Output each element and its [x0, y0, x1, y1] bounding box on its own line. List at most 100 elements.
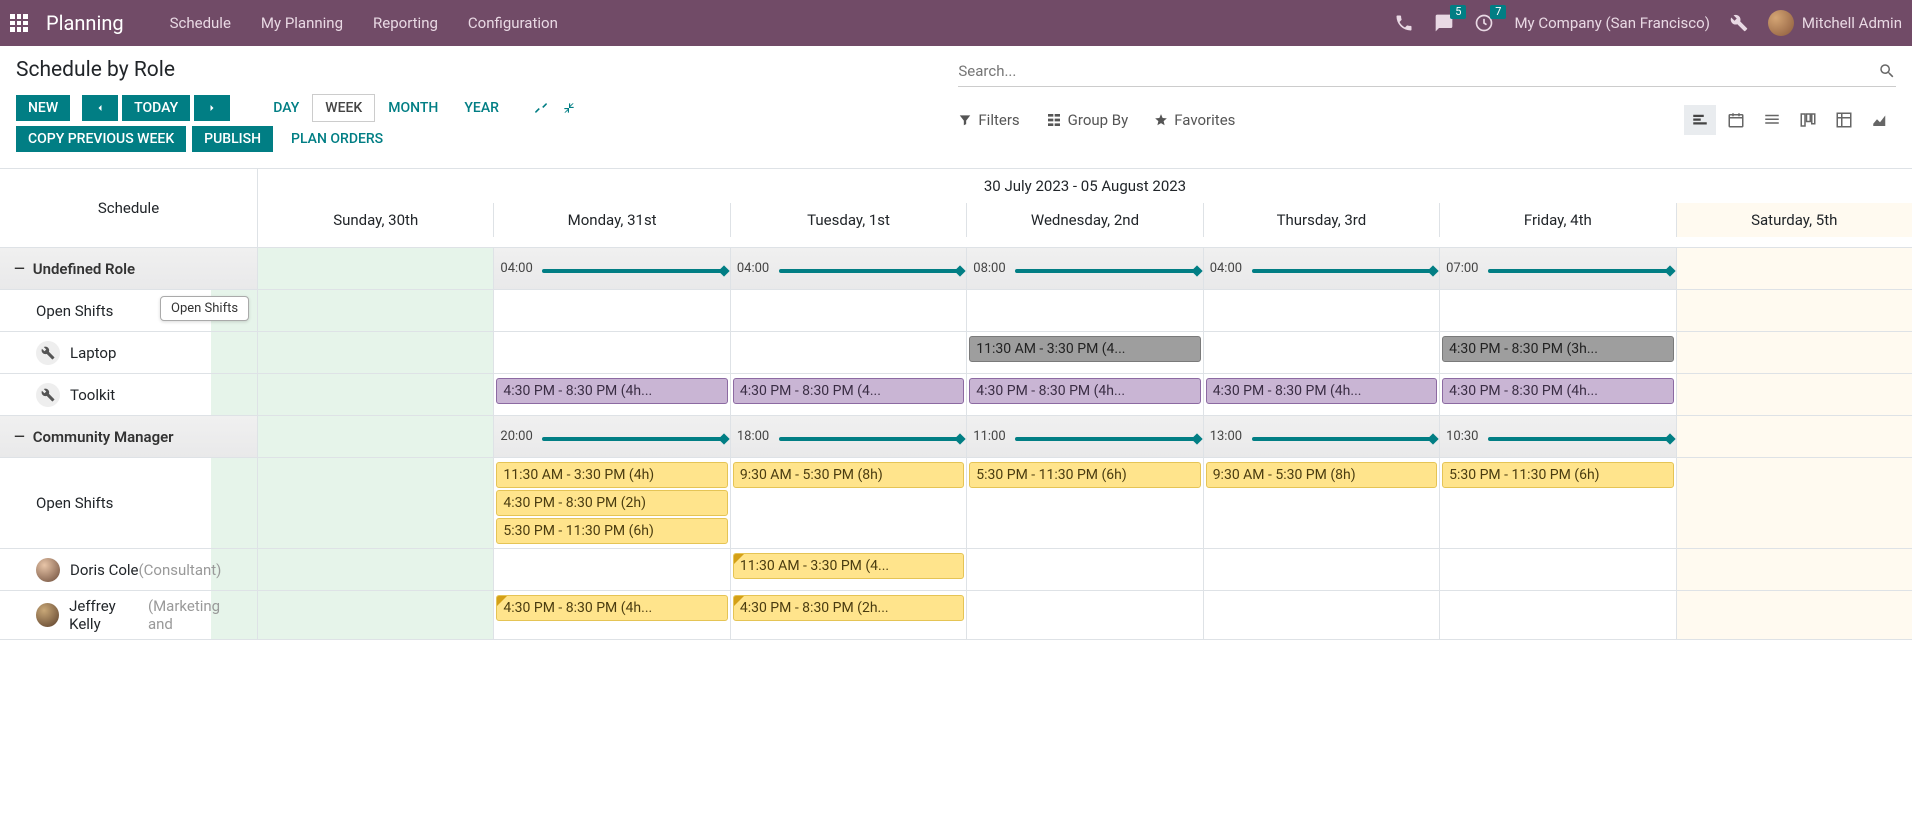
resource-label-cell[interactable]: Toolkit	[0, 374, 258, 415]
day-cell[interactable]	[493, 332, 729, 373]
day-cell[interactable]: 4:30 PM - 8:30 PM (2h...	[730, 591, 966, 639]
search-box[interactable]	[958, 58, 1896, 87]
day-cell[interactable]	[1203, 290, 1439, 331]
shift-block[interactable]: 9:30 AM - 5:30 PM (8h)	[1206, 462, 1437, 488]
shift-block[interactable]: 11:30 AM - 3:30 PM (4...	[733, 553, 964, 579]
shift-block[interactable]: 4:30 PM - 8:30 PM (4h...	[969, 378, 1200, 404]
shift-block[interactable]: 11:30 AM - 3:30 PM (4h)	[496, 462, 727, 488]
scale-month[interactable]: Month	[375, 94, 451, 122]
view-calendar[interactable]	[1720, 105, 1752, 135]
day-cell[interactable]	[1439, 549, 1675, 590]
day-cell[interactable]	[966, 549, 1202, 590]
day-cell[interactable]: 4:30 PM - 8:30 PM (4h...	[493, 374, 729, 415]
menu-reporting[interactable]: Reporting	[373, 14, 438, 32]
day-cell[interactable]	[1203, 549, 1439, 590]
day-cell[interactable]: 5:30 PM - 11:30 PM (6h)	[1439, 458, 1675, 548]
day-cell[interactable]	[1676, 458, 1912, 548]
day-cell[interactable]: 4:30 PM - 8:30 PM (4h...	[493, 591, 729, 639]
expand-icon[interactable]	[534, 101, 548, 115]
day-cell[interactable]	[1676, 290, 1912, 331]
day-cell[interactable]: 4:30 PM - 8:30 PM (4h...	[1203, 374, 1439, 415]
day-cell[interactable]	[493, 549, 729, 590]
day-cell[interactable]: 4:30 PM - 8:30 PM (4h...	[966, 374, 1202, 415]
day-cell[interactable]: 9:30 AM - 5:30 PM (8h)	[730, 458, 966, 548]
day-cell[interactable]: 11:30 AM - 3:30 PM (4...	[966, 332, 1202, 373]
view-list[interactable]	[1756, 105, 1788, 135]
search-input[interactable]	[958, 58, 1878, 84]
messages-icon[interactable]: 5	[1434, 13, 1454, 33]
day-cell[interactable]: 4:30 PM - 8:30 PM (4...	[730, 374, 966, 415]
day-cell[interactable]	[1203, 332, 1439, 373]
prev-button[interactable]	[82, 95, 118, 121]
day-cell[interactable]	[258, 290, 493, 331]
shift-block[interactable]: 4:30 PM - 8:30 PM (2h...	[733, 595, 964, 621]
day-cell[interactable]	[1676, 374, 1912, 415]
day-cell[interactable]	[258, 549, 493, 590]
day-cell[interactable]: 11:30 AM - 3:30 PM (4h)4:30 PM - 8:30 PM…	[493, 458, 729, 548]
collapse-icon[interactable]: —	[14, 429, 25, 445]
day-cell[interactable]	[1676, 332, 1912, 373]
app-brand[interactable]: Planning	[46, 11, 124, 35]
next-button[interactable]	[194, 95, 230, 121]
day-cell[interactable]	[493, 290, 729, 331]
day-cell[interactable]: 9:30 AM - 5:30 PM (8h)	[1203, 458, 1439, 548]
day-cell[interactable]	[1676, 591, 1912, 639]
group-header-label[interactable]: —Undefined Role	[0, 248, 258, 289]
view-pivot[interactable]	[1828, 105, 1860, 135]
activities-icon[interactable]: 7	[1474, 13, 1494, 33]
shift-block[interactable]: 4:30 PM - 8:30 PM (4h...	[1442, 378, 1673, 404]
shift-block[interactable]: 4:30 PM - 8:30 PM (4h...	[496, 378, 727, 404]
shift-block[interactable]: 4:30 PM - 8:30 PM (4h...	[496, 595, 727, 621]
shift-block[interactable]: 5:30 PM - 11:30 PM (6h)	[969, 462, 1200, 488]
view-graph[interactable]	[1864, 105, 1896, 135]
menu-schedule[interactable]: Schedule	[170, 14, 231, 32]
shift-block[interactable]: 5:30 PM - 11:30 PM (6h)	[1442, 462, 1673, 488]
day-cell[interactable]	[1439, 290, 1675, 331]
collapse-icon[interactable]	[562, 101, 576, 115]
day-cell[interactable]: 4:30 PM - 8:30 PM (4h...	[1439, 374, 1675, 415]
groupby-button[interactable]: Group By	[1046, 111, 1129, 129]
day-cell[interactable]	[1203, 591, 1439, 639]
scale-day[interactable]: Day	[260, 94, 312, 122]
day-cell[interactable]	[258, 332, 493, 373]
new-button[interactable]: New	[16, 95, 70, 121]
collapse-icon[interactable]: —	[14, 261, 25, 277]
apps-icon[interactable]	[10, 14, 28, 32]
shift-block[interactable]: 4:30 PM - 8:30 PM (2h)	[496, 490, 727, 516]
shift-block[interactable]: 4:30 PM - 8:30 PM (3h...	[1442, 336, 1673, 362]
resource-label-cell[interactable]: Open Shifts	[0, 458, 258, 548]
day-cell[interactable]	[1439, 591, 1675, 639]
resource-label-cell[interactable]: Open ShiftsOpen Shifts	[0, 290, 258, 331]
day-cell[interactable]	[258, 591, 493, 639]
user-menu[interactable]: Mitchell Admin	[1768, 10, 1902, 36]
group-header-row[interactable]: —Undefined Role04:0004:0008:0004:0007:00	[0, 248, 1912, 290]
scale-week[interactable]: Week	[312, 94, 375, 122]
resource-label-cell[interactable]: Laptop	[0, 332, 258, 373]
shift-block[interactable]: 4:30 PM - 8:30 PM (4h...	[1206, 378, 1437, 404]
day-cell[interactable]	[730, 332, 966, 373]
plan-orders-button[interactable]: Plan Orders	[279, 126, 395, 152]
today-button[interactable]: Today	[122, 95, 190, 121]
resource-label-cell[interactable]: Jeffrey Kelly (Marketing and	[0, 591, 258, 639]
shift-block[interactable]: 11:30 AM - 3:30 PM (4...	[969, 336, 1200, 362]
company-name[interactable]: My Company (San Francisco)	[1514, 14, 1709, 32]
shift-block[interactable]: 5:30 PM - 11:30 PM (6h)	[496, 518, 727, 544]
filters-button[interactable]: Filters	[958, 111, 1019, 129]
copy-previous-week-button[interactable]: Copy previous week	[16, 126, 186, 152]
day-cell[interactable]: 4:30 PM - 8:30 PM (3h...	[1439, 332, 1675, 373]
menu-my-planning[interactable]: My Planning	[261, 14, 343, 32]
day-cell[interactable]: 5:30 PM - 11:30 PM (6h)	[966, 458, 1202, 548]
scale-year[interactable]: Year	[451, 94, 512, 122]
day-cell[interactable]	[730, 290, 966, 331]
search-icon[interactable]	[1878, 62, 1896, 80]
day-cell[interactable]: 11:30 AM - 3:30 PM (4...	[730, 549, 966, 590]
day-cell[interactable]	[258, 374, 493, 415]
shift-block[interactable]: 4:30 PM - 8:30 PM (4...	[733, 378, 964, 404]
phone-icon[interactable]	[1394, 13, 1414, 33]
publish-button[interactable]: Publish	[192, 126, 273, 152]
shift-block[interactable]: 9:30 AM - 5:30 PM (8h)	[733, 462, 964, 488]
day-cell[interactable]	[966, 290, 1202, 331]
day-cell[interactable]	[1676, 549, 1912, 590]
debug-icon[interactable]	[1730, 14, 1748, 32]
favorites-button[interactable]: Favorites	[1154, 111, 1235, 129]
